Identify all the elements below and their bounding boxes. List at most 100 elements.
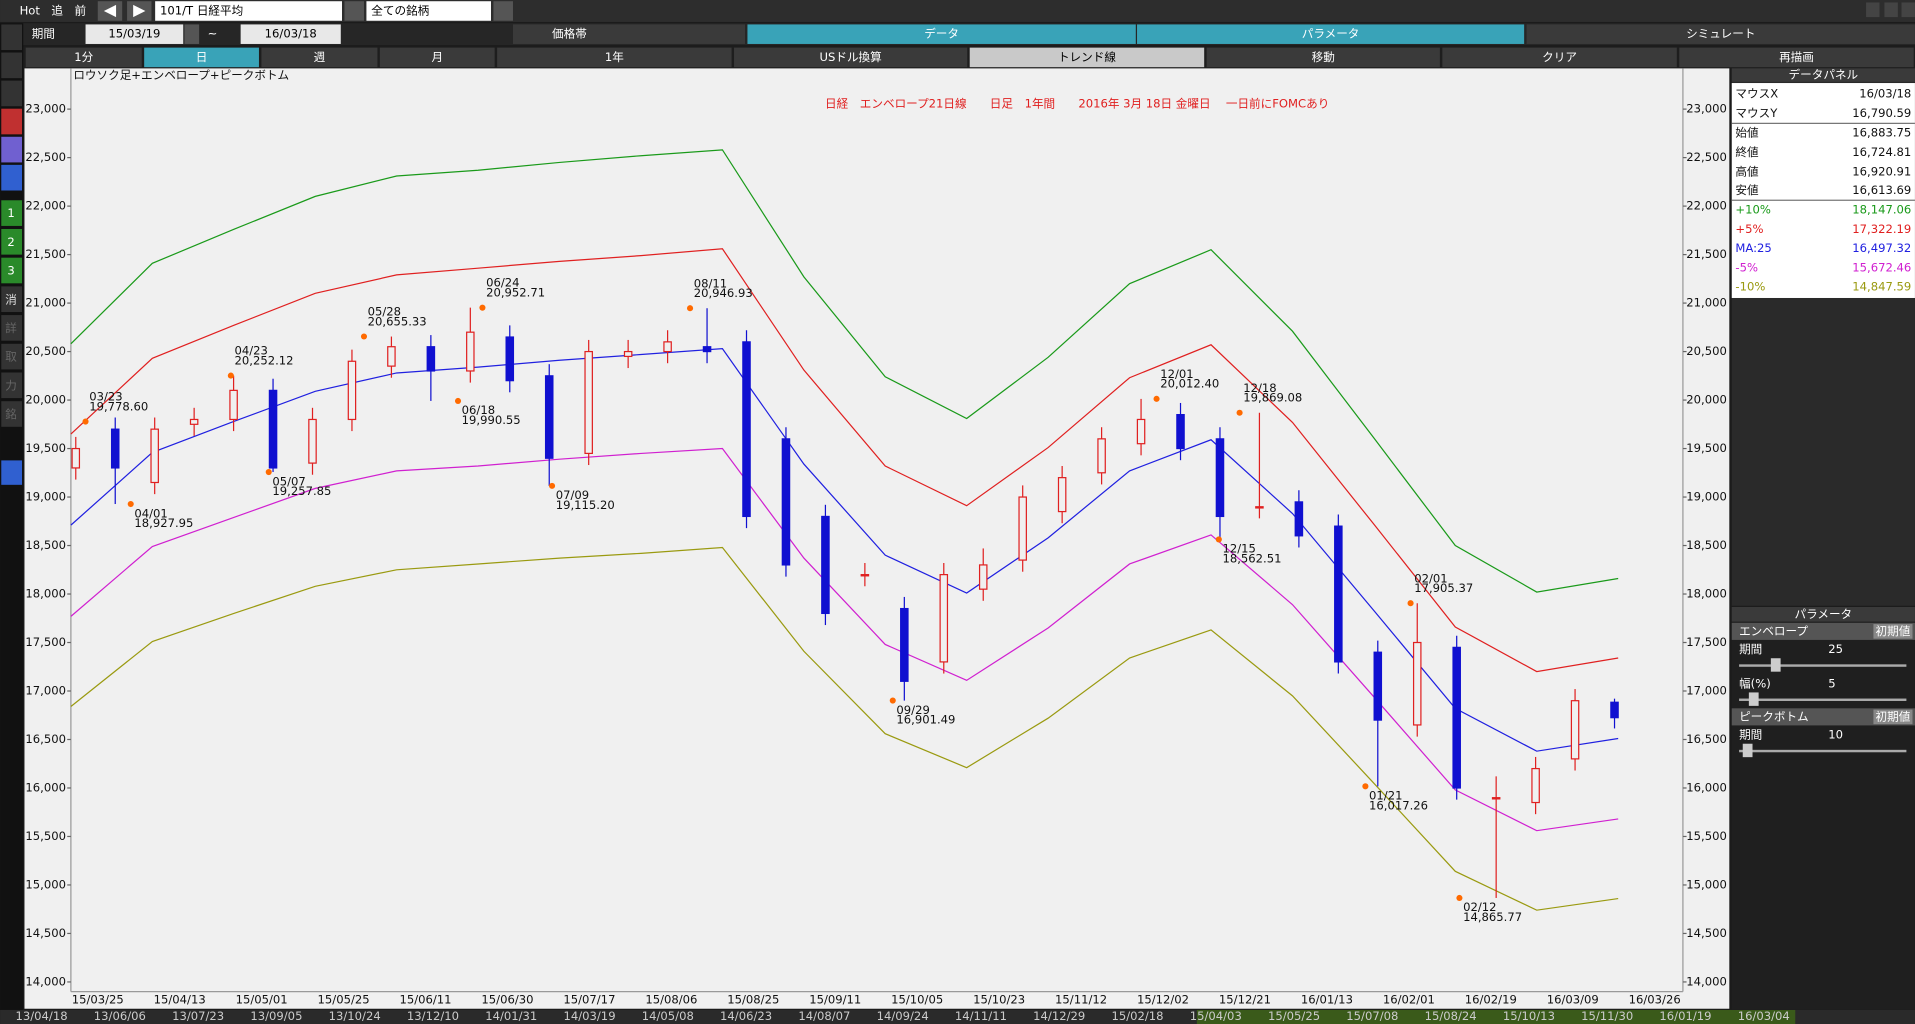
range-button[interactable] bbox=[1442, 47, 1677, 68]
range-button[interactable] bbox=[379, 47, 495, 68]
tab[interactable] bbox=[1137, 24, 1525, 44]
x-tick-label: 16/03/26 bbox=[1629, 993, 1681, 1007]
date-to[interactable]: 16/03/18 bbox=[265, 27, 317, 41]
y-tick-label: 21,000 bbox=[1686, 296, 1727, 310]
range-button-label[interactable]: USドル換算 bbox=[820, 50, 882, 64]
annotation-date: 09/29 bbox=[896, 703, 929, 717]
range-button[interactable] bbox=[1206, 47, 1440, 68]
range-button[interactable] bbox=[25, 47, 142, 68]
series-label: +5% bbox=[1735, 222, 1763, 236]
x-tick-label: 15/08/25 bbox=[727, 993, 779, 1007]
tool-icon[interactable] bbox=[1, 257, 23, 284]
tool-label[interactable]: 詳 bbox=[5, 321, 17, 335]
scrollbar-date: 14/08/07 bbox=[798, 1009, 850, 1023]
universe[interactable]: 全ての銘柄 bbox=[371, 3, 429, 17]
tool-icon[interactable] bbox=[1, 24, 23, 51]
dropdown[interactable] bbox=[344, 1, 364, 21]
tool-label[interactable]: 銘 bbox=[5, 407, 17, 421]
scrollbar-thumb[interactable] bbox=[1196, 1009, 1796, 1024]
dropdown[interactable] bbox=[493, 1, 513, 21]
range-button-label[interactable]: 週 bbox=[314, 50, 326, 64]
slider-thumb[interactable] bbox=[1742, 743, 1753, 758]
range-button-label[interactable]: 1年 bbox=[605, 50, 624, 64]
y-tick-label: 23,000 bbox=[25, 102, 66, 116]
range-button[interactable] bbox=[144, 47, 259, 68]
tab[interactable] bbox=[747, 24, 1136, 44]
window-button[interactable] bbox=[1866, 2, 1880, 18]
symbol-box[interactable] bbox=[155, 1, 343, 21]
reset-button[interactable] bbox=[1873, 624, 1913, 639]
reset-button[interactable] bbox=[1873, 709, 1913, 725]
tab-label[interactable]: パラメータ bbox=[1302, 27, 1360, 41]
tool-icon[interactable] bbox=[1, 343, 23, 370]
tab-label[interactable]: 価格帯 bbox=[552, 27, 587, 41]
y-tick-label: 22,500 bbox=[1686, 150, 1727, 164]
reset-label[interactable]: 初期値 bbox=[1876, 709, 1911, 723]
slider-thumb[interactable] bbox=[1748, 692, 1759, 706]
tool-label[interactable]: 2 bbox=[7, 235, 14, 249]
range-button[interactable] bbox=[1679, 47, 1914, 68]
range-button-label[interactable]: クリア bbox=[1542, 50, 1577, 64]
tool-icon[interactable] bbox=[1, 164, 23, 191]
peak-bottom-marker bbox=[127, 500, 134, 508]
range-button[interactable] bbox=[261, 47, 378, 68]
tool-icon[interactable] bbox=[1, 286, 23, 313]
candle-body bbox=[1610, 701, 1619, 719]
tool-icon[interactable] bbox=[1, 401, 23, 427]
date-spin[interactable] bbox=[184, 24, 200, 44]
range-button-label[interactable]: トレンド線 bbox=[1058, 50, 1116, 64]
annotation-date: 05/28 bbox=[368, 305, 401, 319]
tab[interactable] bbox=[1526, 24, 1915, 44]
envelope-line bbox=[70, 348, 1619, 752]
tab-label[interactable]: シミュレート bbox=[1686, 27, 1755, 41]
peak-bottom-marker bbox=[82, 418, 89, 425]
param-value: 5 bbox=[1828, 676, 1835, 690]
hot-button[interactable]: Hot bbox=[20, 3, 41, 17]
tool-label[interactable]: 取 bbox=[5, 350, 17, 364]
tool-icon[interactable] bbox=[1, 108, 23, 135]
range-button[interactable] bbox=[734, 47, 968, 68]
range-button[interactable] bbox=[969, 47, 1205, 68]
range-button-label[interactable]: 月 bbox=[431, 50, 443, 64]
y-tick-label: 21,000 bbox=[25, 296, 66, 310]
window-button[interactable] bbox=[1884, 2, 1898, 18]
tab-label[interactable]: データ bbox=[924, 27, 959, 41]
window-button[interactable] bbox=[1901, 2, 1915, 18]
tool-icon[interactable] bbox=[1, 460, 23, 485]
tool-icon[interactable] bbox=[1, 372, 23, 399]
date-to-box[interactable] bbox=[240, 24, 341, 44]
peak-bottom-marker bbox=[1407, 600, 1414, 607]
add-button[interactable]: 追 bbox=[51, 3, 63, 17]
tab[interactable] bbox=[512, 24, 746, 44]
data-label: 始値 bbox=[1735, 126, 1759, 140]
range-button-label[interactable]: 1分 bbox=[74, 50, 93, 64]
tool-icon[interactable] bbox=[1, 200, 23, 226]
tool-icon[interactable] bbox=[1, 136, 23, 163]
tool-label[interactable]: 力 bbox=[5, 378, 17, 392]
range-button-label[interactable]: 再描画 bbox=[1779, 50, 1814, 64]
reset-label[interactable]: 初期値 bbox=[1876, 624, 1911, 638]
range-button-label[interactable]: 日 bbox=[196, 50, 208, 64]
range-button[interactable] bbox=[497, 47, 732, 68]
tool-label[interactable]: 消 bbox=[5, 292, 17, 306]
prev-button[interactable]: 前 bbox=[75, 3, 87, 17]
candle-body bbox=[308, 418, 317, 464]
annotation-value: 19,778.60 bbox=[89, 399, 148, 413]
symbol[interactable]: 101/T 日経平均 bbox=[160, 3, 243, 17]
tool-icon[interactable] bbox=[1, 228, 23, 255]
slider-thumb[interactable] bbox=[1770, 658, 1781, 672]
universe-box[interactable] bbox=[366, 1, 491, 21]
range-button-label[interactable]: 移動 bbox=[1312, 50, 1335, 64]
scrollbar-date: 13/07/23 bbox=[172, 1009, 224, 1023]
tool-icon[interactable] bbox=[1, 52, 23, 79]
candle-body bbox=[1531, 767, 1540, 804]
annotation-value: 20,252.12 bbox=[235, 353, 294, 367]
candle-body bbox=[1570, 700, 1580, 760]
tool-icon[interactable] bbox=[1, 80, 23, 107]
tool-label[interactable]: 1 bbox=[7, 206, 14, 220]
tool-icon[interactable] bbox=[1, 315, 23, 341]
date-from[interactable]: 15/03/19 bbox=[108, 27, 160, 41]
date-from-box[interactable] bbox=[85, 24, 184, 44]
tool-label[interactable]: 3 bbox=[7, 264, 14, 278]
scrollbar-date: 16/01/19 bbox=[1659, 1009, 1711, 1023]
